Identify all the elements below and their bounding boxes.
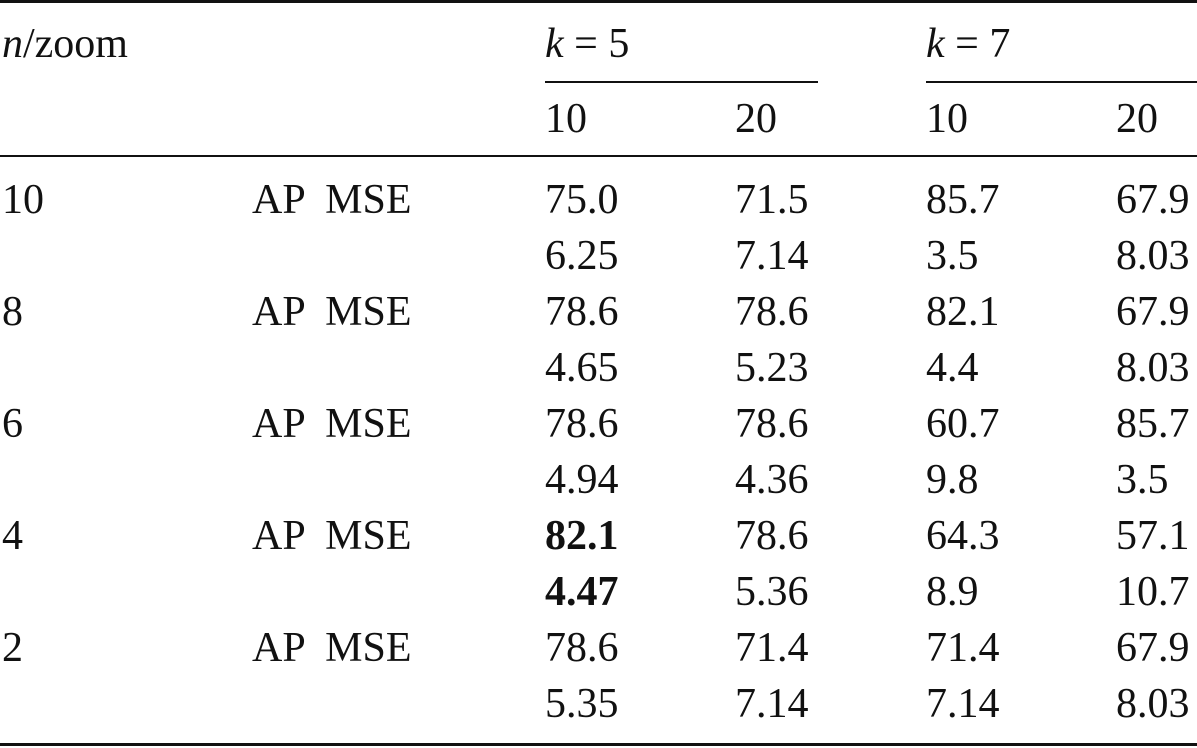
ap-value-k5-z10: 82.1 <box>545 513 619 559</box>
ap-value-k5-z20: 71.4 <box>735 625 809 671</box>
header-k7-rest: = 7 <box>944 21 1011 67</box>
k5-group-rule <box>545 81 818 83</box>
header-k7: k = 7 <box>926 20 1010 68</box>
header-k5: k = 5 <box>545 20 629 68</box>
row-metric-label: AP MSE <box>252 289 412 335</box>
mse-value-k7-z20: 10.7 <box>1116 569 1190 615</box>
header-k5-italic: k <box>545 21 564 67</box>
mse-value-k7-z10: 3.5 <box>926 233 979 279</box>
mse-value-k5-z10: 4.94 <box>545 457 619 503</box>
mse-value-k7-z10: 7.14 <box>926 681 1000 727</box>
zoom-header-k7-20: 20 <box>1116 96 1158 142</box>
table-bottom-rule <box>0 743 1197 746</box>
table-top-rule <box>0 0 1197 3</box>
row-n-value: 8 <box>2 289 23 335</box>
ap-value-k7-z20: 67.9 <box>1116 289 1190 335</box>
mse-value-k7-z20: 8.03 <box>1116 345 1190 391</box>
row-metric-label: AP MSE <box>252 401 412 447</box>
mse-value-k5-z10: 4.65 <box>545 345 619 391</box>
mse-value-k5-z10: 5.35 <box>545 681 619 727</box>
ap-value-k7-z10: 82.1 <box>926 289 1000 335</box>
ap-value-k7-z10: 64.3 <box>926 513 1000 559</box>
table-header-rule <box>0 155 1197 157</box>
header-n-italic: n <box>2 21 23 67</box>
ap-value-k5-z10: 78.6 <box>545 289 619 335</box>
mse-value-k5-z10: 6.25 <box>545 233 619 279</box>
mse-value-k7-z20: 8.03 <box>1116 233 1190 279</box>
mse-value-k7-z20: 8.03 <box>1116 681 1190 727</box>
mse-value-k7-z10: 8.9 <box>926 569 979 615</box>
mse-value-k5-z20: 7.14 <box>735 233 809 279</box>
mse-value-k5-z20: 5.36 <box>735 569 809 615</box>
ap-value-k5-z10: 75.0 <box>545 177 619 223</box>
ap-value-k5-z20: 78.6 <box>735 289 809 335</box>
ap-value-k5-z20: 71.5 <box>735 177 809 223</box>
header-n-rest: /zoom <box>23 21 128 67</box>
ap-value-k5-z20: 78.6 <box>735 401 809 447</box>
ap-value-k7-z20: 67.9 <box>1116 177 1190 223</box>
mse-value-k5-z10: 4.47 <box>545 569 619 615</box>
ap-value-k7-z20: 67.9 <box>1116 625 1190 671</box>
zoom-header-k5-20: 20 <box>735 96 777 142</box>
mse-value-k5-z20: 4.36 <box>735 457 809 503</box>
header-k7-italic: k <box>926 21 945 67</box>
row-metric-label: AP MSE <box>252 513 412 559</box>
ap-value-k7-z10: 71.4 <box>926 625 1000 671</box>
zoom-header-k5-10: 10 <box>545 96 587 142</box>
row-n-value: 10 <box>2 177 44 223</box>
row-n-value: 4 <box>2 513 23 559</box>
ap-value-k7-z20: 85.7 <box>1116 401 1190 447</box>
ap-value-k7-z10: 85.7 <box>926 177 1000 223</box>
zoom-header-k7-10: 10 <box>926 96 968 142</box>
header-k5-rest: = 5 <box>563 21 630 67</box>
k7-group-rule <box>926 81 1197 83</box>
row-metric-label: AP MSE <box>252 625 412 671</box>
ap-value-k5-z10: 78.6 <box>545 625 619 671</box>
ap-value-k5-z20: 78.6 <box>735 513 809 559</box>
ap-value-k7-z20: 57.1 <box>1116 513 1190 559</box>
header-n-zoom: n/zoom <box>2 20 128 68</box>
row-metric-label: AP MSE <box>252 177 412 223</box>
mse-value-k7-z10: 9.8 <box>926 457 979 503</box>
ap-value-k7-z10: 60.7 <box>926 401 1000 447</box>
mse-value-k7-z10: 4.4 <box>926 345 979 391</box>
mse-value-k5-z20: 5.23 <box>735 345 809 391</box>
row-n-value: 6 <box>2 401 23 447</box>
ap-value-k5-z10: 78.6 <box>545 401 619 447</box>
mse-value-k5-z20: 7.14 <box>735 681 809 727</box>
mse-value-k7-z20: 3.5 <box>1116 457 1169 503</box>
row-n-value: 2 <box>2 625 23 671</box>
